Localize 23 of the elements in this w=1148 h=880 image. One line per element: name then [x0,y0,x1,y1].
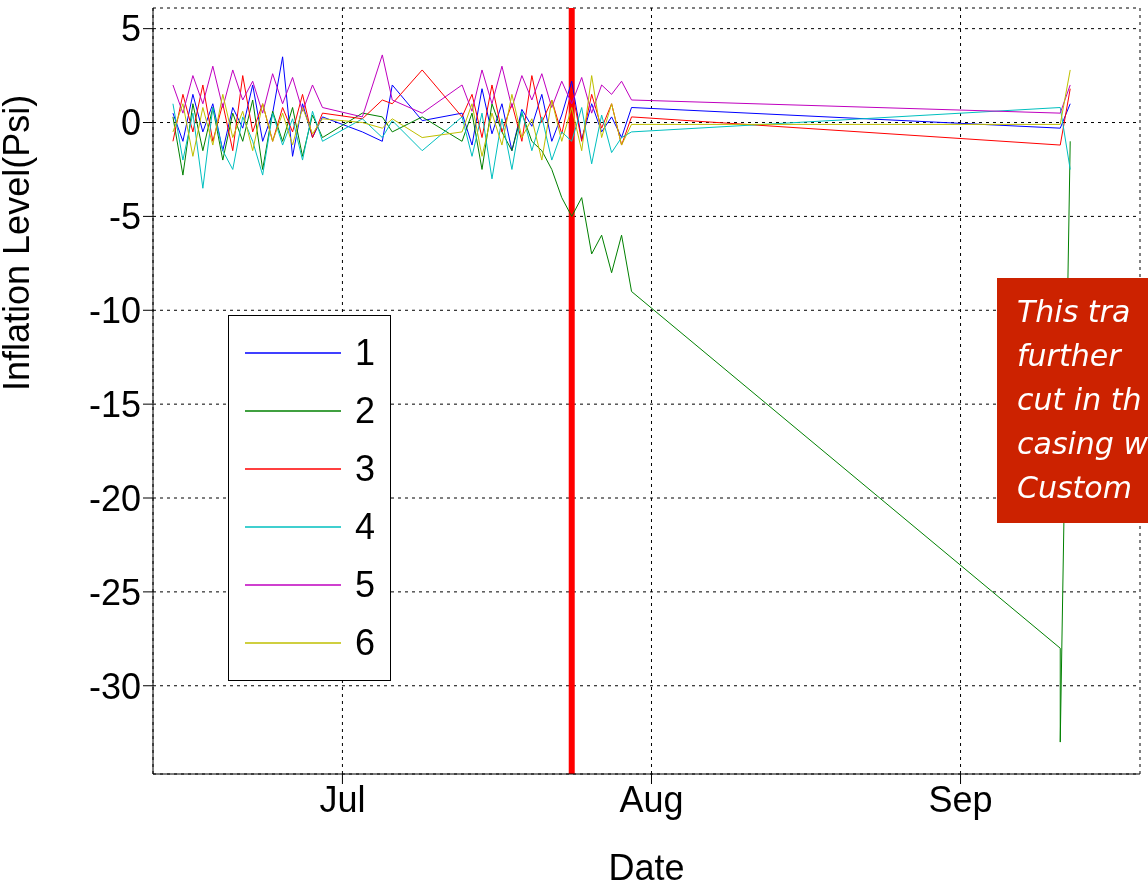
annotation: This tra further cut in th casing w Custom [997,278,1148,523]
legend-label: 4 [355,506,376,548]
y-tick-label: -25 [88,571,141,613]
legend-label: 2 [355,390,376,432]
y-tick-label: -10 [88,290,141,332]
x-axis-title: Date [608,847,685,880]
line-series [172,56,1071,157]
legend-label: 6 [355,622,376,664]
y-tick-label: -5 [108,196,141,238]
y-tick-label: -30 [88,665,141,707]
y-tick-label: -20 [88,477,141,519]
line-series [172,54,1071,118]
y-tick-label: -15 [88,383,141,425]
x-tick-label: Jul [319,778,366,820]
line-series [172,103,1071,189]
y-axis-title: Inflation Level(Psi) [0,94,37,391]
y-tick-label: 0 [120,102,141,144]
legend-label: 1 [355,332,376,374]
legend-label: 5 [355,564,376,606]
y-tick-label: 5 [120,8,141,50]
x-tick-label: Sep [928,778,993,820]
x-tick-label: Aug [619,778,684,820]
legend-label: 3 [355,448,376,490]
